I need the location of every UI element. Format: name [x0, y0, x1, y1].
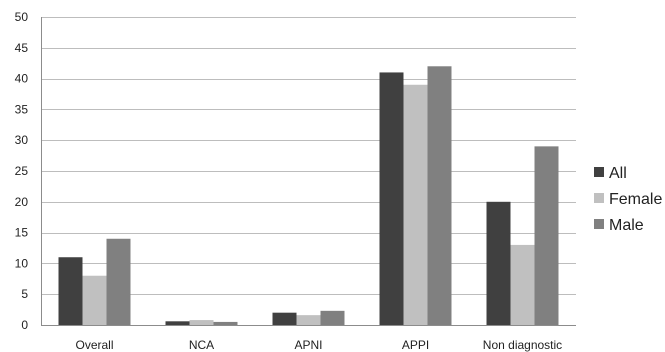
y-tick-label: 0: [21, 318, 28, 332]
bar-all-apni: [272, 312, 297, 325]
y-tick-label: 30: [15, 133, 29, 147]
y-tick-label: 5: [21, 287, 28, 301]
legend-label-male: Male: [609, 217, 644, 234]
bar-male-appi: [427, 66, 452, 325]
legend-swatch-male: [594, 219, 604, 229]
bars: [58, 66, 559, 325]
bar-all-overall: [58, 257, 83, 325]
y-tick-label: 10: [15, 256, 29, 270]
legend-label-female: Female: [609, 191, 662, 208]
x-axis-tick-labels: Overall NCA APNI APPI Non diagnostic: [75, 338, 562, 352]
x-tick-label: NCA: [189, 338, 214, 352]
bar-male-apni: [320, 310, 345, 325]
y-axis-tick-labels: 0 5 10 15 20 25 30 35 40 45 50: [15, 10, 29, 332]
y-tick-label: 15: [15, 226, 29, 240]
bar-female-nca: [189, 320, 214, 325]
bar-male-overall: [106, 238, 131, 325]
bar-female-apni: [296, 315, 321, 325]
bar-female-overall: [82, 275, 107, 325]
bar-male-non-diagnostic: [534, 146, 559, 325]
legend-label-all: All: [609, 165, 627, 182]
y-tick-label: 50: [15, 10, 29, 24]
bar-all-appi: [379, 72, 404, 325]
y-tick-label: 40: [15, 72, 29, 86]
bar-female-appi: [403, 84, 428, 325]
y-tick-label: 45: [15, 41, 29, 55]
legend-swatch-all: [594, 167, 604, 177]
bar-all-nca: [165, 321, 190, 325]
x-tick-label: APPI: [402, 338, 429, 352]
x-tick-label: Non diagnostic: [483, 338, 562, 352]
x-tick-label: Overall: [75, 338, 113, 352]
bar-female-non-diagnostic: [510, 244, 535, 325]
y-tick-label: 20: [15, 195, 29, 209]
y-tick-label: 25: [15, 164, 29, 178]
legend-swatch-female: [594, 193, 604, 203]
y-tick-label: 35: [15, 102, 29, 116]
legend: All Female Male: [594, 165, 662, 234]
x-tick-label: APNI: [294, 338, 322, 352]
bar-male-nca: [213, 321, 238, 325]
bar-all-non-diagnostic: [486, 201, 511, 325]
